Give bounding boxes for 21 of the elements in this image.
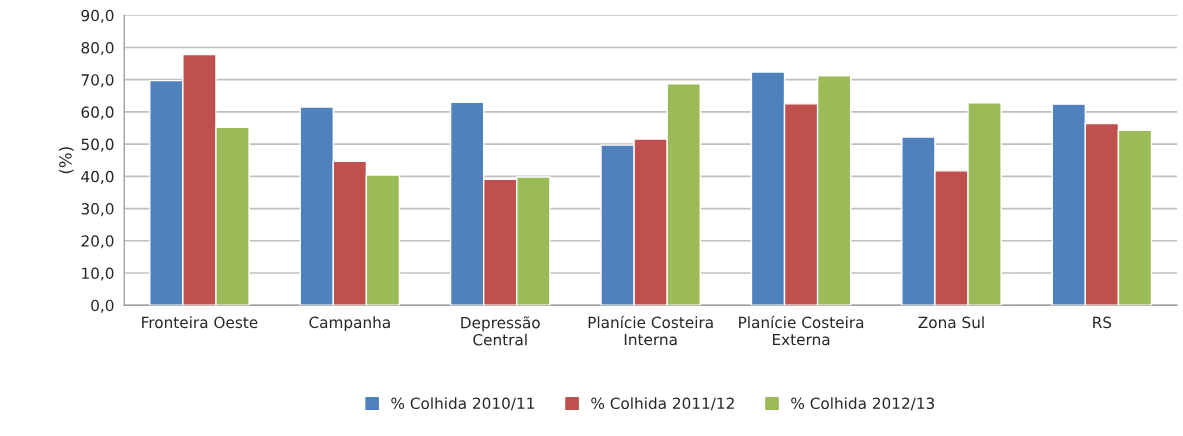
x-tick-label: RS [1093,316,1112,329]
y-tick-label: 60,0 [81,106,114,120]
legend-label: % Colhida 2010/11 [391,397,534,411]
x-tick-label: Campanha [309,316,390,332]
x-tick-label: Depressão Central [461,316,540,346]
y-tick-label: 30,0 [81,203,114,217]
y-axis-title: (%) [58,147,74,174]
y-tick-label: 50,0 [81,138,114,152]
y-tick-label: 80,0 [81,41,114,56]
x-tick-label: Fronteira Oeste [142,316,258,329]
y-tick-label: 10,0 [82,267,114,281]
y-tick-label: 20,0 [81,235,114,249]
y-tick-label: 90,0 [81,9,114,23]
y-tick-label: 40,0 [81,170,114,184]
x-tick-label: Planície Costeira Interna [588,315,713,346]
legend-label: % Colhida 2011/12 [591,397,734,411]
legend-label: % Colhida 2012/13 [791,397,935,411]
x-tick-label: Zona Sul [918,316,984,329]
y-tick-label: 70,0 [81,74,114,88]
y-tick-label: 0,0 [91,299,114,313]
x-tick-label: Planície Costeira Externa [739,315,864,346]
